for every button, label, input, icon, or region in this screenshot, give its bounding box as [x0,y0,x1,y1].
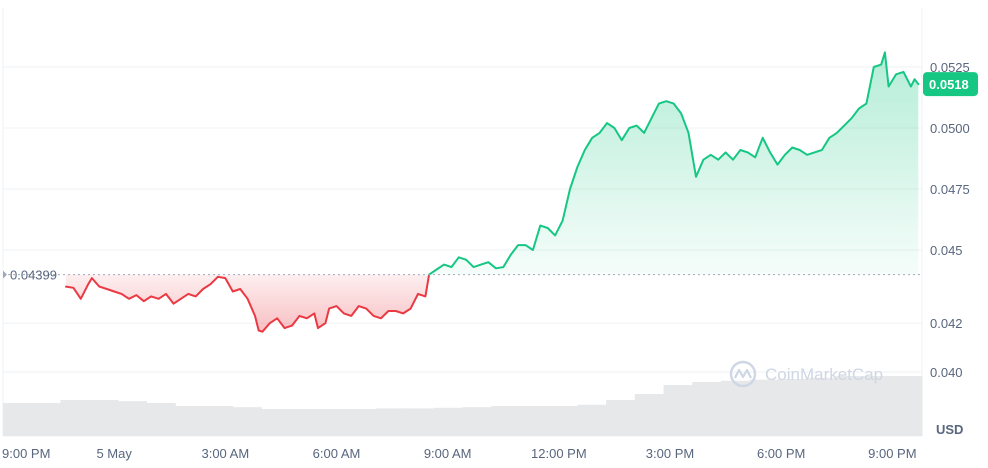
y-tick-label: 0.040 [930,365,963,380]
price-area-down [66,274,430,332]
x-tick-label: 6:00 PM [757,446,805,461]
volume-bar [433,407,463,436]
x-axis-ticks: 9:00 PM 5 May 3:00 AM 6:00 AM 9:00 AM 12:00 P… [2,446,917,461]
volume-bar [692,382,722,436]
volume-bar [864,376,894,436]
y-tick-label: 0.045 [930,243,963,258]
y-tick-label: 0.0525 [930,60,970,75]
volume-bar [606,400,636,436]
volume-bar [519,406,550,436]
current-price-badge-bg [923,72,978,97]
volume-bar [749,379,779,436]
volume-bar [778,379,808,436]
x-tick-label: 3:00 AM [201,446,249,461]
currency-label: USD [936,422,963,437]
volume-bar [491,406,521,436]
y-tick-label: 0.042 [930,316,963,331]
volume-bar [807,377,837,436]
x-tick-label: 9:00 PM [2,446,50,461]
coinmarketcap-logo-icon [729,360,757,388]
volume-bars [3,376,923,436]
volume-bar [318,409,349,436]
price-area [66,52,919,332]
volume-bar [175,406,205,436]
x-tick-label: 5 May [96,446,132,461]
x-tick-label: 3:00 PM [646,446,694,461]
reference-price-text: 0.04399 [10,268,57,283]
watermark: CoinMarketCap [729,360,883,388]
current-price-text: 0.0518 [929,77,969,92]
volume-bar [462,407,492,436]
volume-bar [146,403,176,436]
volume-bar [117,401,148,436]
volume-bar [835,376,866,436]
y-tick-label: 0.0500 [930,121,970,136]
volume-bar [893,376,923,436]
volume-bar [634,394,665,436]
price-area-up [429,52,919,275]
x-tick-label: 12:00 PM [531,446,587,461]
volume-bar [548,406,578,436]
volume-bar [31,403,61,436]
volume-bar [89,400,119,436]
volume-bar [376,408,406,436]
volume-bar [347,409,377,436]
volume-bar [261,409,291,436]
price-line-down [65,273,431,333]
price-line [65,51,920,333]
reference-price-label: 0.04399 [10,268,57,283]
current-price-badge: 0.0518 [923,72,978,97]
volume-bar [577,404,607,436]
volume-bar [663,385,693,436]
volume-bar [232,407,262,436]
volume-bar [204,406,234,436]
x-tick-label: 9:00 AM [424,446,472,461]
price-line-up [428,51,920,276]
volume-bar [720,380,751,436]
volume-bar [3,403,33,436]
watermark-text: CoinMarketCap [765,365,883,384]
volume-bar [60,400,90,436]
x-tick-label: 9:00 PM [868,446,916,461]
volume-bar [290,409,320,436]
y-axis-ticks: 0.040 0.042 0.045 0.0475 0.0500 0.0525 [930,60,970,380]
x-tick-label: 6:00 AM [313,446,361,461]
volume-bar [405,408,435,436]
y-tick-label: 0.0475 [930,182,970,197]
